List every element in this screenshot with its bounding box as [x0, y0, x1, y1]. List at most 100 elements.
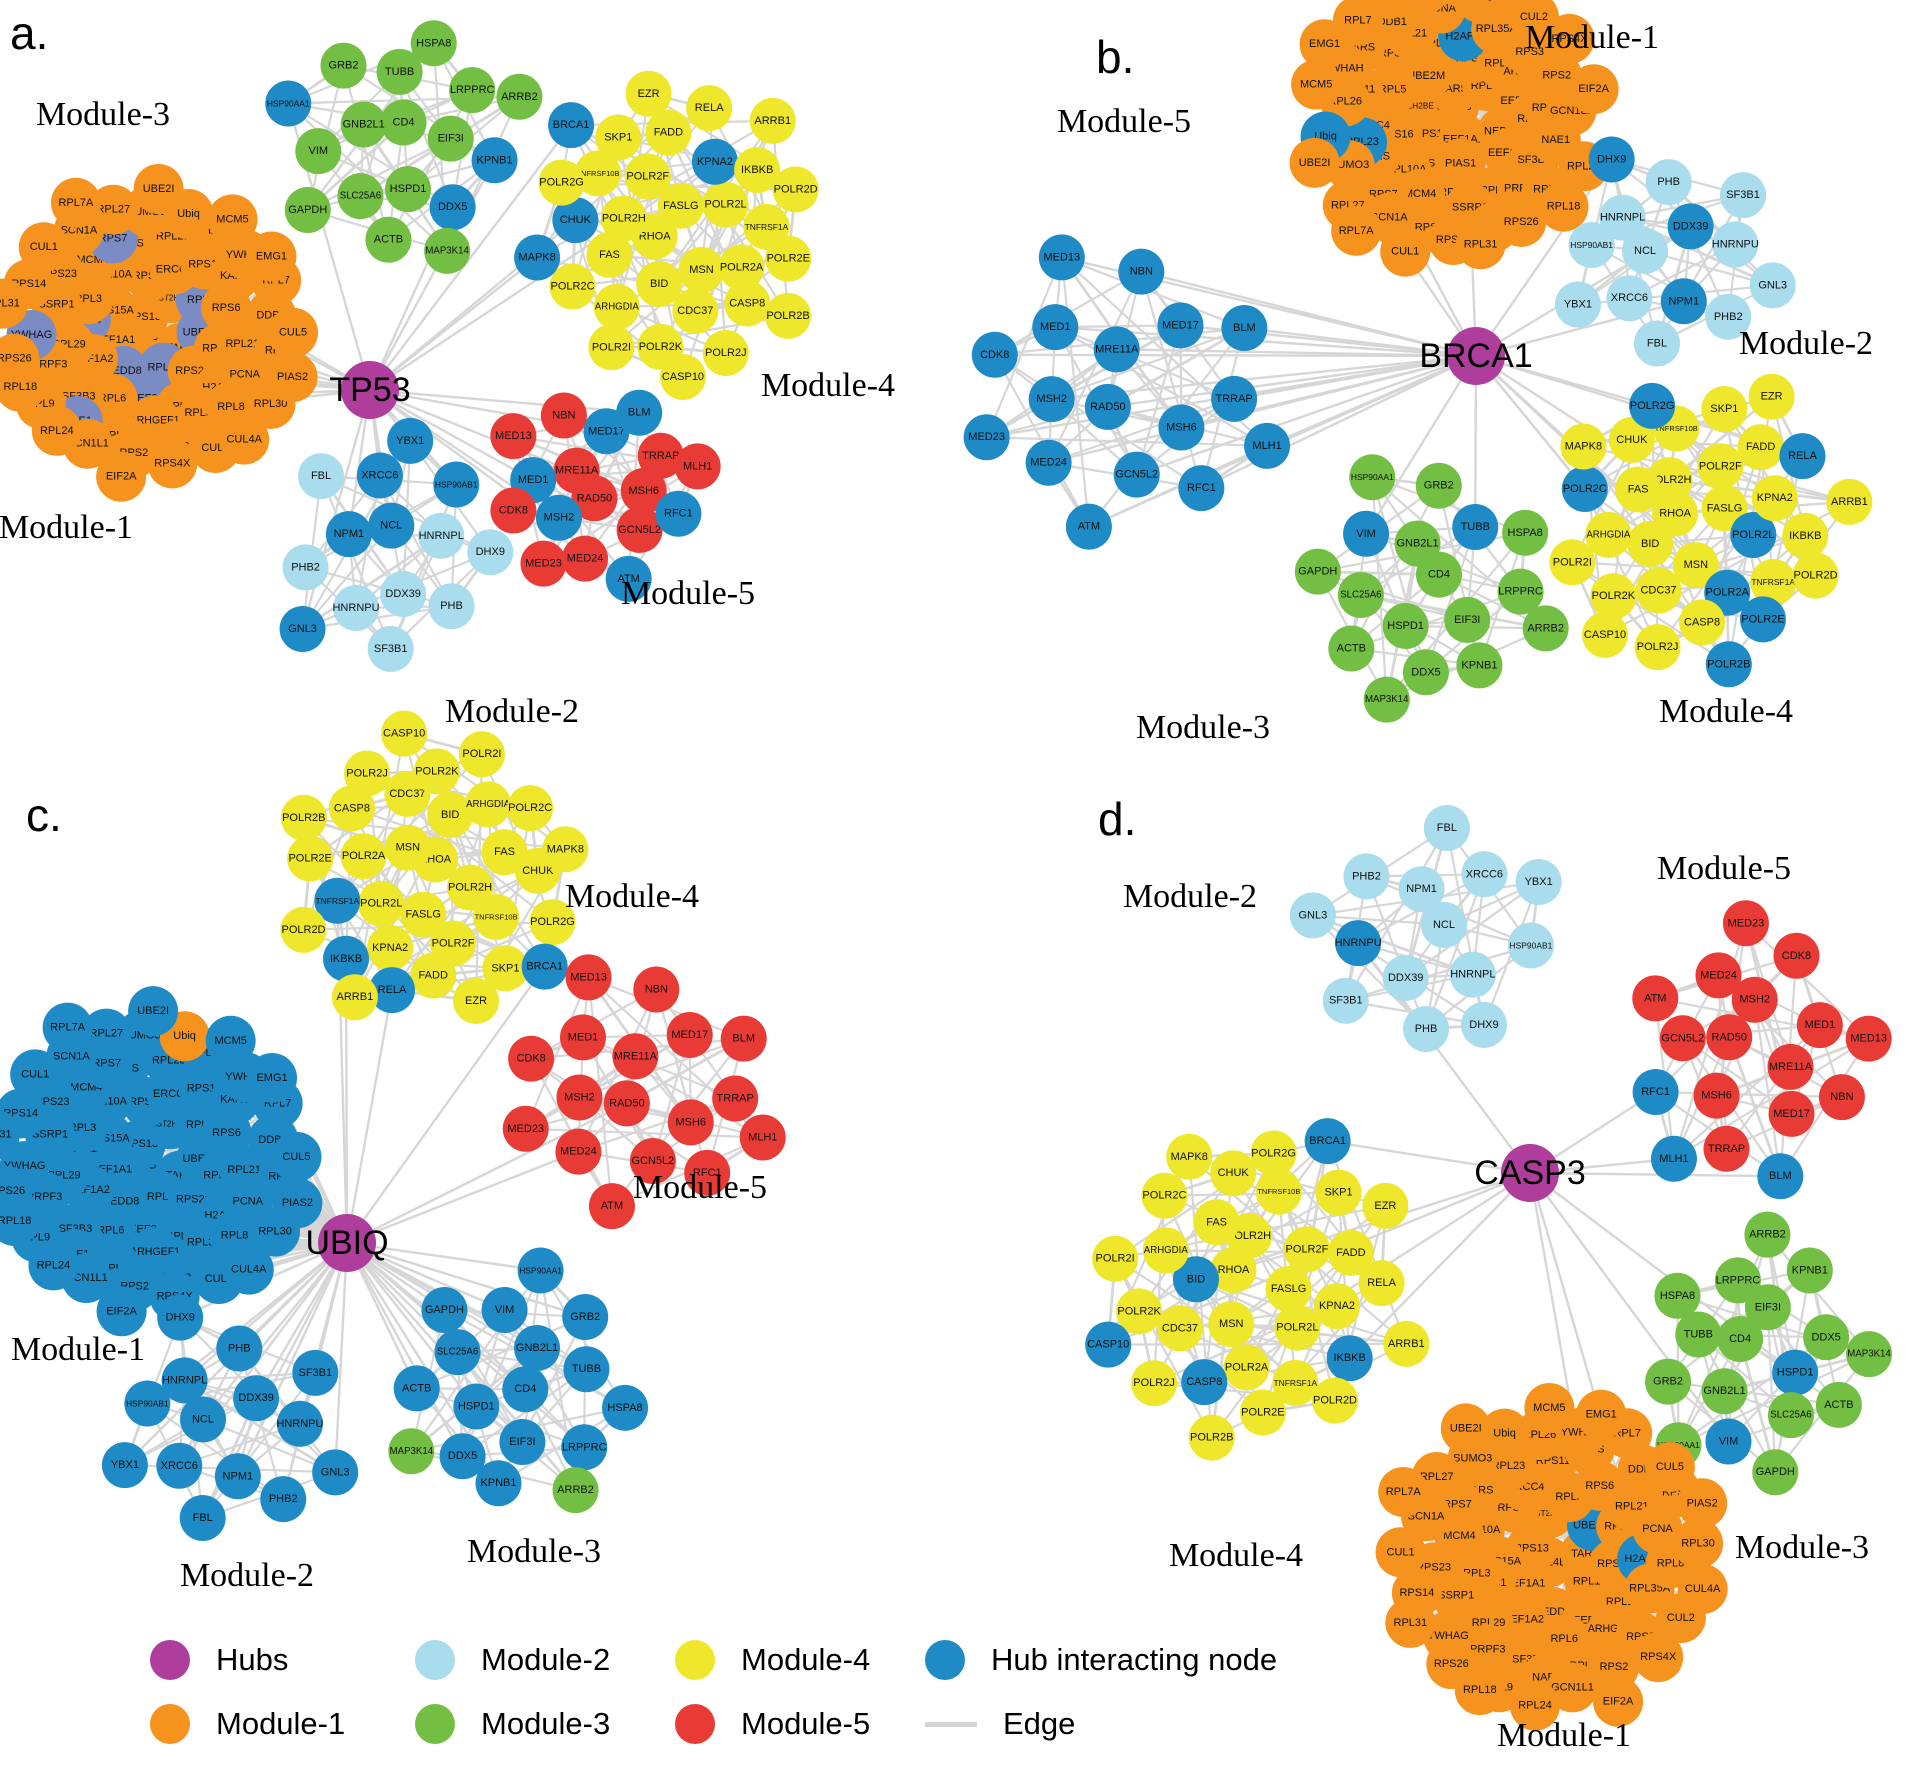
- node-SF3B1[interactable]: [1322, 977, 1369, 1024]
- node-EMG1[interactable]: [1299, 19, 1350, 70]
- node-MED23[interactable]: [963, 414, 1010, 461]
- node-HSP90AB1[interactable]: [1568, 222, 1615, 269]
- hub-node-CASP3[interactable]: [1501, 1144, 1559, 1202]
- node-SF3B1[interactable]: [367, 625, 414, 672]
- node-FAS[interactable]: [1615, 466, 1662, 513]
- node-EMG1[interactable]: [246, 231, 297, 282]
- node-ACTB[interactable]: [393, 1365, 440, 1412]
- node-EIF3I[interactable]: [427, 115, 474, 162]
- node-PHB[interactable]: [428, 583, 475, 630]
- node-MSH6[interactable]: [620, 467, 667, 514]
- node-EIF2A[interactable]: [96, 1286, 147, 1337]
- node-RPL24[interactable]: [1510, 1680, 1561, 1731]
- node-LRPPRC[interactable]: [1714, 1257, 1761, 1304]
- node-DDX5[interactable]: [429, 184, 476, 231]
- node-POLR2B[interactable]: [280, 794, 327, 841]
- node-HSP90AA1[interactable]: [265, 80, 312, 127]
- node-CUL1[interactable]: [10, 1049, 61, 1100]
- node-YBX1[interactable]: [387, 417, 434, 464]
- node-UBE2I[interactable]: [1289, 137, 1340, 188]
- node-MAPK8[interactable]: [1560, 423, 1607, 470]
- node-PHB2[interactable]: [1705, 293, 1752, 340]
- node-PIAS2[interactable]: [1677, 1478, 1728, 1529]
- node-POLR2B[interactable]: [1705, 641, 1752, 688]
- node-PIAS2[interactable]: [267, 352, 318, 403]
- node-CASP8[interactable]: [1181, 1359, 1228, 1406]
- node-TNFRSF10B[interactable]: [574, 150, 621, 197]
- node-RAD50[interactable]: [1706, 1014, 1753, 1061]
- node-POLR2I[interactable]: [588, 324, 635, 371]
- node-POLR2D[interactable]: [1792, 552, 1839, 599]
- node-POLR2E[interactable]: [765, 235, 812, 282]
- node-MLH1[interactable]: [1650, 1135, 1697, 1182]
- node-POLR2D[interactable]: [772, 166, 819, 213]
- node-TNFRSF1A[interactable]: [1272, 1359, 1319, 1406]
- node-ATM[interactable]: [605, 555, 652, 602]
- node-FASLG[interactable]: [657, 182, 704, 229]
- node-DDX39[interactable]: [233, 1375, 280, 1422]
- node-MSN[interactable]: [384, 824, 431, 871]
- node-NBN[interactable]: [1118, 248, 1165, 295]
- node-UBE2I[interactable]: [1440, 1403, 1491, 1454]
- node-FBL[interactable]: [1633, 320, 1680, 367]
- node-POLR2L[interactable]: [1730, 511, 1777, 558]
- node-RPL27[interactable]: [88, 184, 139, 235]
- node-FASLG[interactable]: [1265, 1266, 1312, 1313]
- node-MAPK8[interactable]: [514, 234, 561, 281]
- node-TNFRSF1A[interactable]: [1750, 559, 1797, 606]
- node-NBN[interactable]: [633, 966, 680, 1013]
- node-KPNA2[interactable]: [691, 138, 738, 185]
- node-BID[interactable]: [636, 260, 683, 307]
- node-XRCC6[interactable]: [156, 1442, 203, 1489]
- node-MSH2[interactable]: [1731, 976, 1778, 1023]
- node-TUBB[interactable]: [563, 1346, 610, 1393]
- node-RPL24[interactable]: [31, 405, 82, 456]
- node-RPL6[interactable]: [85, 1205, 136, 1256]
- node-POLR2A[interactable]: [718, 244, 765, 291]
- node-RPL31[interactable]: [1385, 1597, 1436, 1648]
- node-IKBKB[interactable]: [734, 146, 781, 193]
- node-MSN[interactable]: [678, 246, 725, 293]
- node-CDC37[interactable]: [1156, 1305, 1203, 1352]
- node-ARRB1[interactable]: [749, 97, 796, 144]
- node-CUL1[interactable]: [18, 222, 69, 273]
- node-EIF3I[interactable]: [1444, 596, 1491, 643]
- node-POLR2C[interactable]: [1561, 465, 1608, 512]
- node-GAPDH[interactable]: [284, 186, 331, 233]
- node-ARRB1[interactable]: [1826, 478, 1873, 525]
- node-MED13[interactable]: [1845, 1015, 1892, 1062]
- node-RPL31[interactable]: [0, 278, 29, 329]
- node-RPS4X[interactable]: [1633, 1632, 1684, 1683]
- node-BID[interactable]: [1172, 1256, 1219, 1303]
- node-SKP1[interactable]: [1701, 386, 1748, 433]
- node-MSH2[interactable]: [535, 494, 582, 541]
- hub-node-TP53[interactable]: [341, 361, 399, 419]
- node-ARRB2[interactable]: [552, 1467, 599, 1514]
- node-ARRB2[interactable]: [496, 73, 543, 120]
- node-MED17[interactable]: [666, 1011, 713, 1058]
- node-POLR2J[interactable]: [344, 750, 391, 797]
- node-EZR[interactable]: [1362, 1182, 1409, 1229]
- node-BLM[interactable]: [1757, 1153, 1804, 1200]
- node-RPL30[interactable]: [1673, 1518, 1724, 1569]
- node-ARRB1[interactable]: [1383, 1320, 1430, 1367]
- node-TNFRSF1A[interactable]: [314, 877, 361, 924]
- node-POLR2I[interactable]: [1092, 1235, 1139, 1282]
- node-TNFRSF10B[interactable]: [473, 893, 520, 940]
- node-GNB2L1[interactable]: [1394, 520, 1441, 567]
- node-ARRB2[interactable]: [1744, 1211, 1791, 1258]
- node-PHB2[interactable]: [282, 544, 329, 591]
- node-MCM5[interactable]: [1524, 1382, 1575, 1433]
- node-POLR2L[interactable]: [358, 880, 405, 927]
- node-GAPDH[interactable]: [1752, 1449, 1799, 1496]
- node-GNL3[interactable]: [312, 1449, 359, 1496]
- node-POLR2J[interactable]: [1131, 1360, 1178, 1407]
- node-HSPD1[interactable]: [453, 1383, 500, 1430]
- node-HNRNPL[interactable]: [161, 1357, 208, 1404]
- node-KPNB1[interactable]: [471, 137, 518, 184]
- node-CDK8[interactable]: [1773, 932, 1820, 979]
- node-ACTB[interactable]: [1815, 1381, 1862, 1428]
- node-KPNB1[interactable]: [1786, 1247, 1833, 1294]
- node-NBN[interactable]: [540, 392, 587, 439]
- node-POLR2H[interactable]: [447, 864, 494, 911]
